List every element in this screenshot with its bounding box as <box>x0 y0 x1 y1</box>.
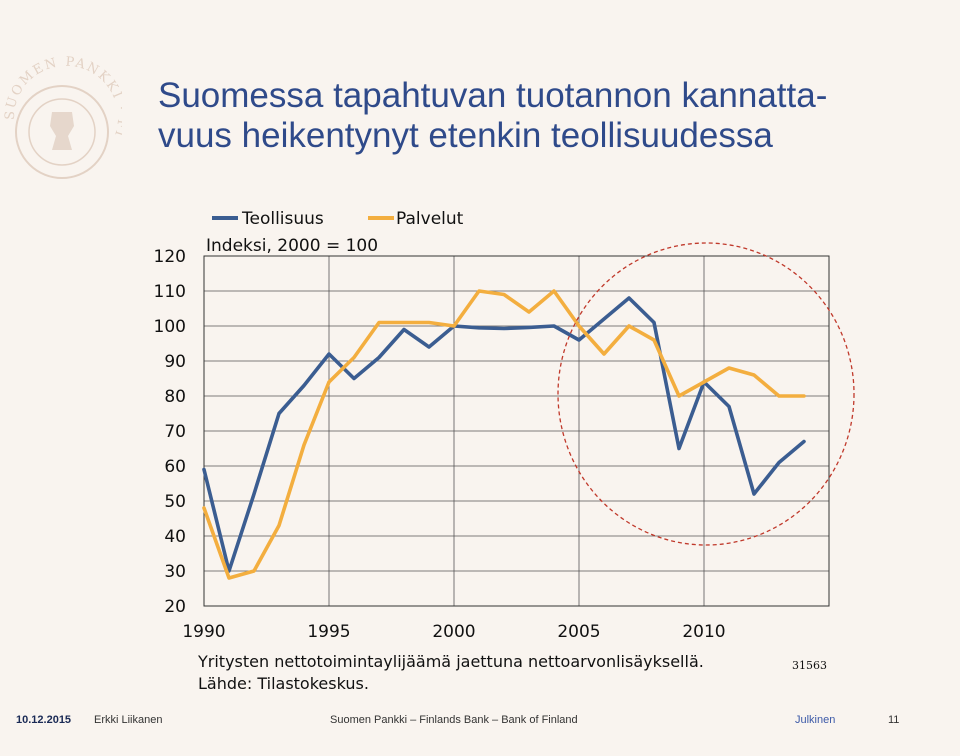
note-definition: Yritysten nettotoimintaylijäämä jaettuna… <box>198 652 704 671</box>
series-line-teollisuus <box>202 296 806 573</box>
slide-title: Suomessa tapahtuvan tuotannon kannatta- … <box>158 76 827 156</box>
footer-classification: Julkinen <box>795 714 836 726</box>
y-tick-label-8: 40 <box>164 527 186 547</box>
footer-date: 10.12.2015 <box>16 714 72 726</box>
y-tick-label-2: 100 <box>154 317 186 337</box>
legend-label-teollisuus: Teollisuus <box>241 209 324 229</box>
bank-seal-logo: SUOMEN PANKKI · FINLANDS BANK <box>0 42 122 179</box>
footer-author: Erkki Liikanen <box>94 714 163 726</box>
chart-notes: Yritysten nettotoimintaylijäämä jaettuna… <box>198 651 704 695</box>
footer-page-number: 11 <box>888 714 900 726</box>
chart-subtitle: Indeksi, 2000 = 100 <box>206 236 378 256</box>
y-tick-label-9: 30 <box>164 562 186 582</box>
y-tick-label-0: 120 <box>154 247 186 267</box>
y-tick-label-1: 110 <box>154 282 186 302</box>
title-line-2: vuus heikentynyt etenkin teollisuudessa <box>158 116 773 155</box>
series-lines <box>202 289 806 580</box>
y-tick-label-4: 80 <box>164 387 186 407</box>
y-tick-label-5: 70 <box>164 422 186 442</box>
title-line-1: Suomessa tapahtuvan tuotannon kannatta- <box>158 76 828 115</box>
y-tick-label-3: 90 <box>164 352 186 372</box>
footer-bank: Suomen Pankki – Finlands Bank – Bank of … <box>330 714 578 726</box>
y-tick-label-6: 60 <box>164 457 186 477</box>
x-tick-label-1: 1995 <box>307 622 350 642</box>
x-tick-label-0: 1990 <box>182 622 225 642</box>
x-tick-label-4: 2010 <box>682 622 725 642</box>
x-tick-label-3: 2005 <box>557 622 600 642</box>
y-axis-ticks: 120 110 100 90 80 70 60 50 40 30 20 <box>154 247 186 617</box>
plot-frame <box>203 255 830 607</box>
y-tick-label-7: 50 <box>164 492 186 512</box>
legend: Teollisuus Palvelut <box>212 209 464 229</box>
legend-label-palvelut: Palvelut <box>396 209 464 229</box>
line-chart: 120 110 100 90 80 70 60 50 40 30 20 1990 1995 2000 20… <box>154 209 855 672</box>
y-tick-label-10: 20 <box>164 597 186 617</box>
x-axis-ticks: 1990 1995 2000 2005 2010 <box>182 622 725 642</box>
chart-code: 31563 <box>792 659 827 672</box>
series-line-palvelut <box>202 289 806 580</box>
x-tick-label-2: 2000 <box>432 622 475 642</box>
highlight-circle <box>557 242 855 546</box>
note-source: Lähde: Tilastokeskus. <box>198 674 369 693</box>
